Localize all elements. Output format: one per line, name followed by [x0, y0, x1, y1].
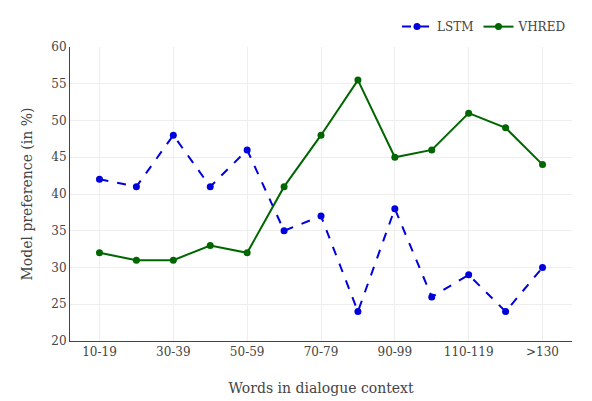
svg-text:Words in dialogue context: Words in dialogue context — [228, 380, 414, 396]
svg-text:50-59: 50-59 — [230, 345, 265, 359]
svg-text:30: 30 — [51, 261, 66, 275]
svg-text:LSTM: LSTM — [437, 20, 473, 34]
svg-text:Model preference (in %): Model preference (in %) — [19, 107, 35, 280]
svg-text:50: 50 — [51, 114, 66, 128]
svg-text:35: 35 — [51, 224, 66, 238]
svg-text:45: 45 — [51, 150, 66, 164]
svg-text:30-39: 30-39 — [156, 345, 191, 359]
svg-text:55: 55 — [51, 77, 66, 91]
svg-text:90-99: 90-99 — [378, 345, 413, 359]
svg-text:>130: >130 — [526, 345, 559, 359]
svg-text:25: 25 — [51, 297, 66, 311]
svg-text:VHRED: VHRED — [517, 20, 565, 34]
svg-text:40: 40 — [51, 187, 66, 201]
svg-text:60: 60 — [51, 40, 66, 54]
svg-text:20: 20 — [51, 334, 66, 348]
svg-text:10-19: 10-19 — [82, 345, 117, 359]
svg-text:110-119: 110-119 — [444, 345, 494, 359]
svg-text:70-79: 70-79 — [304, 345, 339, 359]
